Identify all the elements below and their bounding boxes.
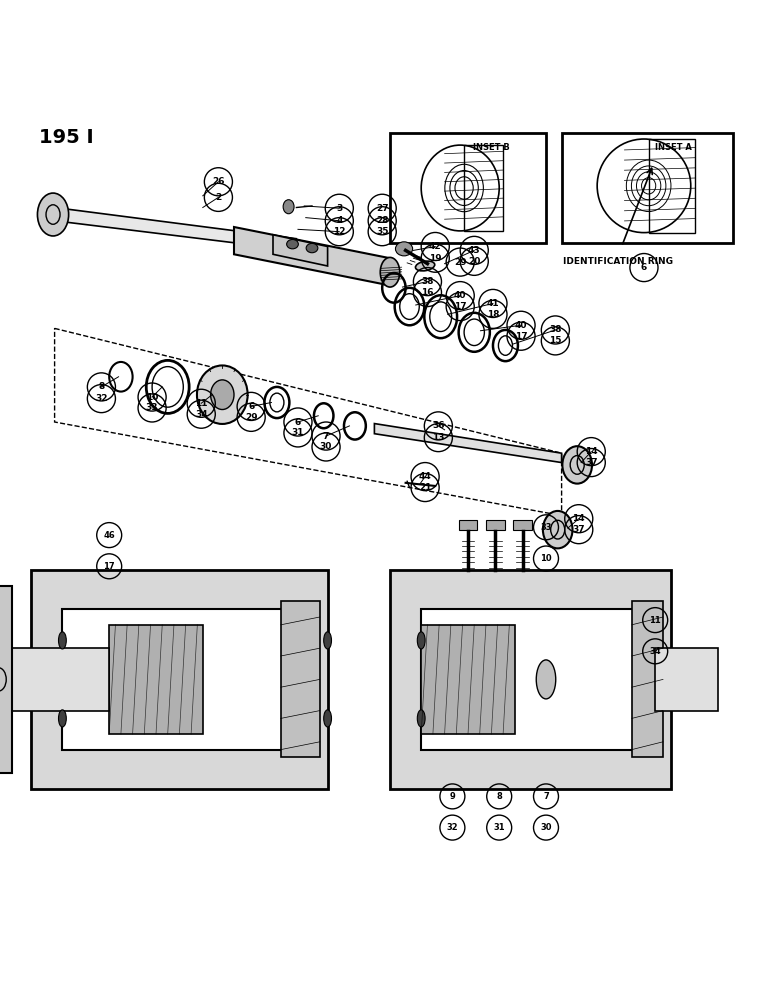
Text: 8: 8 [496,792,502,801]
FancyBboxPatch shape [632,601,663,757]
Text: INSET B: INSET B [473,143,510,152]
Text: 195 I: 195 I [39,128,94,147]
Text: 36: 36 [432,421,445,430]
Text: 46: 46 [103,531,115,540]
Text: 28: 28 [376,216,388,225]
Text: 33: 33 [146,403,158,412]
Text: 17: 17 [104,562,115,571]
FancyBboxPatch shape [421,625,515,734]
Ellipse shape [283,200,294,214]
Text: 6: 6 [295,418,301,427]
FancyBboxPatch shape [562,133,733,243]
FancyBboxPatch shape [655,648,718,711]
FancyBboxPatch shape [0,648,109,711]
FancyBboxPatch shape [390,133,546,243]
Ellipse shape [562,446,592,484]
Text: 4: 4 [336,216,342,225]
FancyBboxPatch shape [281,601,320,757]
Text: 7: 7 [543,792,549,801]
Ellipse shape [537,660,555,699]
Polygon shape [55,208,296,250]
Text: 37: 37 [573,525,585,534]
Ellipse shape [58,710,66,727]
FancyBboxPatch shape [109,625,203,734]
Polygon shape [459,519,477,530]
Text: 35: 35 [376,227,388,236]
Text: 42: 42 [429,242,441,251]
Ellipse shape [37,193,69,236]
Text: 27: 27 [376,204,388,213]
Text: 43: 43 [468,246,480,255]
Text: 14: 14 [573,514,585,523]
Text: 11: 11 [195,399,207,408]
Text: 30: 30 [541,823,551,832]
Text: 3: 3 [336,204,342,213]
FancyBboxPatch shape [62,609,296,750]
Text: 16: 16 [421,288,434,297]
Text: 8: 8 [98,382,105,391]
Text: 15: 15 [549,336,562,345]
Text: 38: 38 [549,325,562,334]
Text: 2: 2 [215,193,222,202]
Text: INSET A: INSET A [654,143,692,152]
Text: 41: 41 [487,299,499,308]
Ellipse shape [543,511,573,548]
Text: 14: 14 [585,447,597,456]
Ellipse shape [324,710,332,727]
Text: 17: 17 [515,332,527,341]
Text: 37: 37 [585,458,597,467]
Text: 33: 33 [541,523,551,532]
Text: 7: 7 [323,432,329,441]
Text: 38: 38 [421,277,434,286]
Text: 11: 11 [649,616,661,625]
Ellipse shape [287,239,298,249]
Text: 32: 32 [95,394,108,403]
Text: 9: 9 [449,792,456,801]
Polygon shape [374,424,562,463]
Ellipse shape [306,243,318,253]
Text: 18: 18 [487,310,499,319]
Text: 17: 17 [454,302,466,311]
Polygon shape [486,519,505,530]
Text: 31: 31 [494,823,505,832]
Polygon shape [513,519,532,530]
Text: 12: 12 [333,227,346,236]
Polygon shape [273,235,328,266]
Text: 19: 19 [429,254,441,263]
Text: 6: 6 [641,263,647,272]
Ellipse shape [395,242,413,256]
Text: 34: 34 [650,647,661,656]
FancyBboxPatch shape [421,609,640,750]
Ellipse shape [417,632,425,649]
Text: 40: 40 [454,291,466,300]
FancyBboxPatch shape [390,570,671,789]
Text: 21: 21 [419,483,431,492]
Text: 29: 29 [245,413,257,422]
Text: IDENTIFICATION RING: IDENTIFICATION RING [563,257,673,266]
FancyBboxPatch shape [0,586,12,773]
Text: 10: 10 [146,393,158,402]
Text: 29: 29 [454,258,466,267]
Polygon shape [234,227,390,286]
Text: 30: 30 [320,442,332,451]
Text: 44: 44 [419,472,431,481]
Text: 6: 6 [248,402,254,411]
Text: 32: 32 [447,823,458,832]
Text: 20: 20 [468,257,480,266]
Ellipse shape [58,632,66,649]
Ellipse shape [324,632,332,649]
Ellipse shape [381,257,399,287]
FancyBboxPatch shape [31,570,328,789]
Text: 34: 34 [195,410,207,419]
Ellipse shape [417,710,425,727]
Text: 26: 26 [212,177,225,186]
Ellipse shape [416,261,434,271]
Text: 40: 40 [515,321,527,330]
Ellipse shape [211,380,234,410]
Ellipse shape [197,365,247,424]
Text: 31: 31 [292,428,304,437]
Text: 13: 13 [432,433,445,442]
Text: 10: 10 [541,554,551,563]
